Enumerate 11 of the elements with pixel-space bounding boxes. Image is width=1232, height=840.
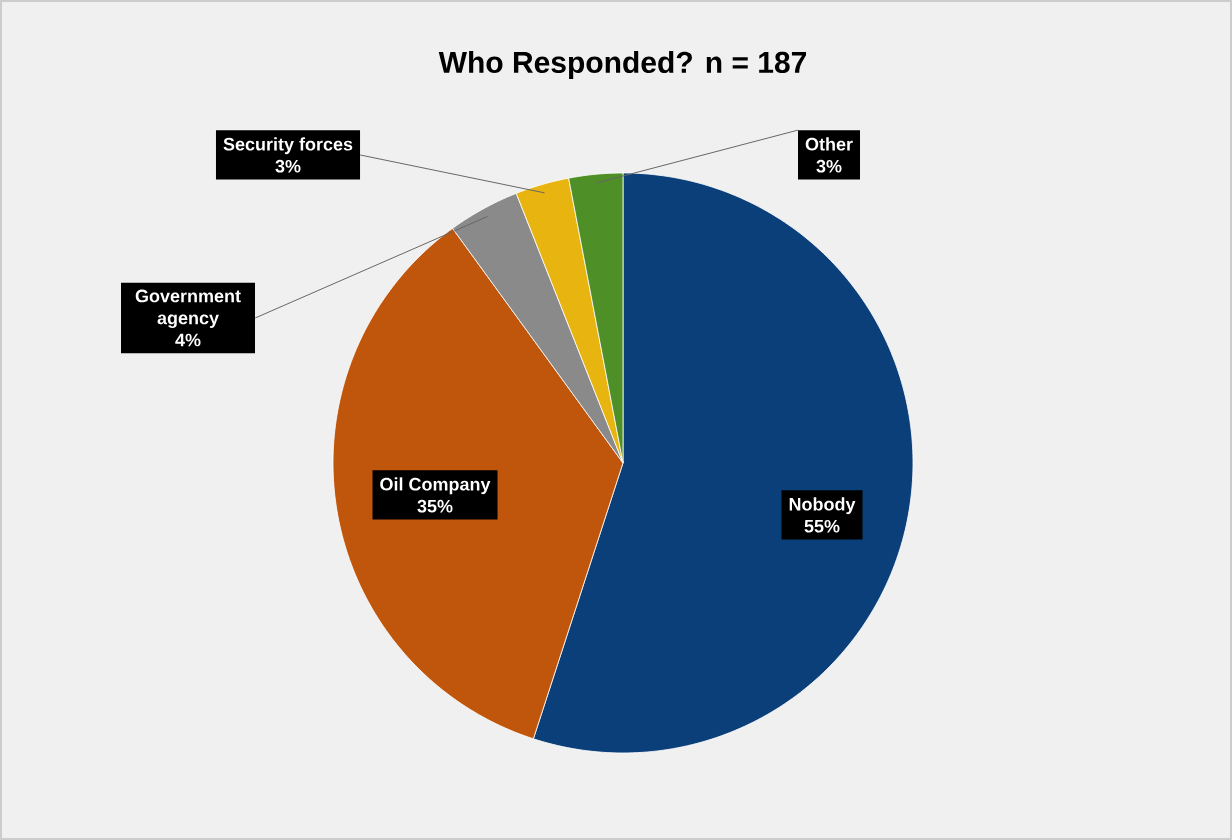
data-label: 55% <box>804 519 840 533</box>
slice-label: Security forces <box>223 137 353 155</box>
slice-label: Oil Company <box>380 477 491 495</box>
slice-label: Nobody <box>789 497 856 515</box>
data-label: 3% <box>275 159 301 173</box>
data-label: 3% <box>816 159 842 173</box>
slice-label: Other <box>805 137 853 151</box>
chart-title: Who Responded? n = 187 <box>438 51 807 79</box>
data-label: 4% <box>175 333 201 347</box>
data-label: 35% <box>417 499 453 513</box>
slice-label: Government agency <box>135 289 241 329</box>
